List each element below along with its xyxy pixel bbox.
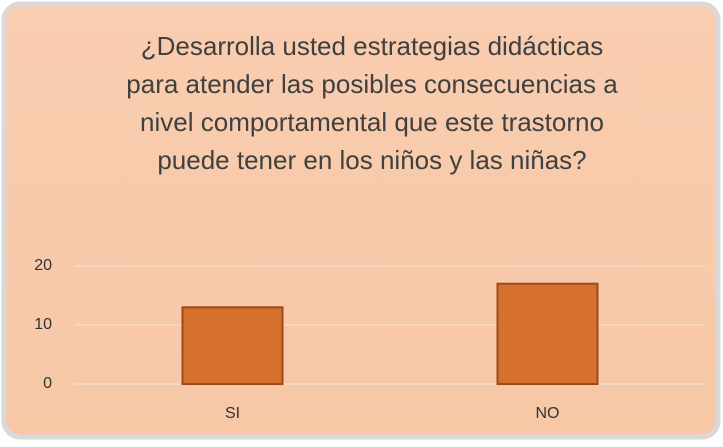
y-tick-label: 10 bbox=[34, 316, 52, 333]
bar bbox=[181, 306, 284, 385]
chart-title: ¿Desarrolla usted estrategias didácticas bbox=[141, 31, 603, 61]
bar bbox=[496, 282, 599, 386]
chart-title: nivel comportamental que este trastorno bbox=[140, 107, 604, 137]
chart-title: puede tener en los niños y las niñas? bbox=[157, 145, 586, 175]
y-tick-label: 20 bbox=[34, 257, 52, 274]
x-tick-label: SI bbox=[225, 405, 240, 422]
x-tick-label: NO bbox=[536, 405, 560, 422]
y-tick-label: 0 bbox=[43, 375, 52, 392]
chart-title: para atender las posibles consecuencias … bbox=[126, 69, 618, 99]
